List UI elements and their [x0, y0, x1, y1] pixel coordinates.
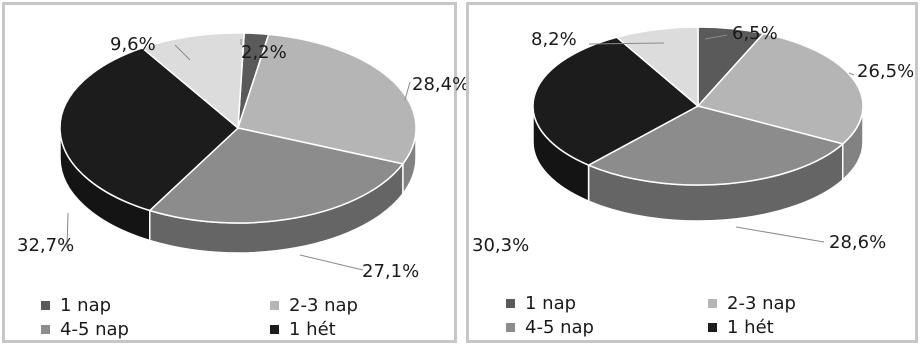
legend-item: 1 hét [708, 317, 774, 338]
leader-line [404, 81, 411, 101]
legend-label: 4-5 nap [525, 317, 594, 338]
legend-swatch [41, 325, 50, 334]
legend-swatch [506, 323, 515, 332]
legend-item: 1 nap [506, 293, 576, 314]
legend-label: 4-5 nap [60, 319, 129, 340]
pie-slice [59, 47, 240, 212]
legend-label: 2-3 nap [727, 293, 796, 314]
legend-left: 1 nap 2-3 nap 4-5 nap 1 hét [5, 289, 454, 349]
legend-label: 1 hét [289, 319, 336, 340]
data-label: 30,3% [472, 235, 529, 256]
data-label: 28,4% [412, 74, 469, 95]
pie-slice [237, 33, 417, 165]
legend-right: 1 nap 2-3 nap 4-5 nap 1 hét [469, 289, 915, 349]
leader-line [735, 226, 825, 243]
data-label: 9,6% [110, 34, 156, 55]
legend-label: 2-3 nap [289, 295, 358, 316]
chart-panel-left: 2,2% 28,4% 27,1% 32,7% 9,6% 1 nap 2-3 nap 4-… [2, 2, 469, 343]
legend-label: 1 nap [525, 293, 577, 314]
leader-line [588, 42, 665, 45]
leader-line [848, 72, 855, 76]
data-label: 26,5% [857, 61, 914, 82]
pie-chart-right: 6,5% 26,5% 28,6% 30,3% 8,2% [472, 23, 914, 256]
legend-swatch [506, 299, 515, 308]
legend-swatch [270, 301, 279, 310]
data-label: 32,7% [17, 235, 74, 256]
pie-chart-left: 2,2% 28,4% 27,1% 32,7% 9,6% [17, 32, 469, 282]
pie-slice [140, 32, 246, 130]
legend-label: 1 hét [727, 317, 774, 338]
legend-label: 1 nap [60, 295, 112, 316]
data-label: 27,1% [362, 261, 419, 282]
legend-item: 1 nap [41, 295, 111, 316]
legend-swatch [270, 325, 279, 334]
leader-line [299, 254, 364, 271]
legend-item: 4-5 nap [506, 317, 594, 338]
legend-swatch [41, 301, 50, 310]
data-label: 8,2% [531, 29, 577, 50]
pie-slice [586, 105, 845, 186]
leader-line [174, 44, 191, 61]
leader-line [66, 212, 69, 249]
legend-swatch [708, 323, 717, 332]
legend-swatch [708, 299, 717, 308]
pie-slice [615, 26, 699, 108]
pie-slice [532, 36, 700, 166]
legend-item: 2-3 nap [270, 295, 358, 316]
legend-item: 1 hét [270, 319, 336, 340]
leader-line [704, 34, 728, 40]
data-label: 6,5% [732, 23, 778, 44]
data-label: 2,2% [241, 42, 287, 63]
legend-item: 2-3 nap [708, 293, 796, 314]
legend-item: 4-5 nap [41, 319, 129, 340]
data-label: 28,6% [829, 232, 886, 253]
chart-panel-right: 6,5% 26,5% 28,6% 30,3% 8,2% 1 nap 2-3 nap 4-… [466, 2, 918, 343]
